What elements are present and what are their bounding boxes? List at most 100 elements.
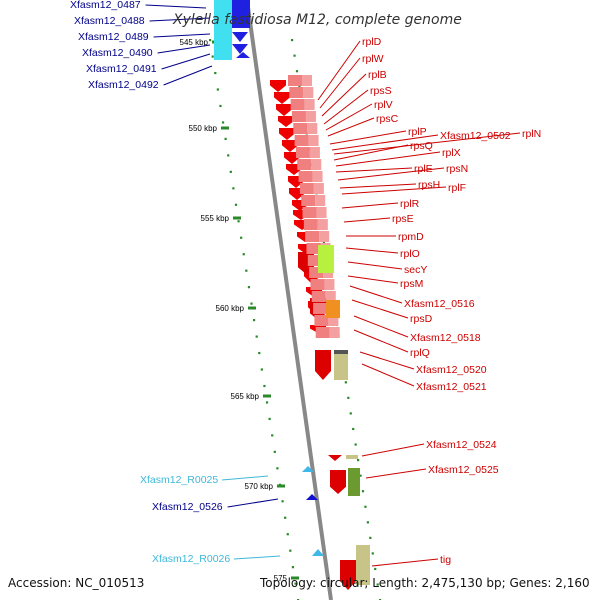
left-leader-line	[145, 4, 207, 9]
right-gene-label: rplV	[374, 99, 393, 111]
right-gene-label: rplP	[408, 126, 427, 138]
right-leader-line	[341, 202, 399, 209]
left-gene-label: Xfasm12_0489	[78, 31, 149, 43]
scale-ticks: 545 kbp 550 kbp 555 kbp 560 kbp 565 kbp 570 k…	[180, 38, 299, 583]
ribosomal-cell	[302, 207, 317, 218]
right-leader-line	[329, 130, 407, 145]
inner-dot	[242, 253, 245, 256]
tick-label: 550 kbp	[189, 124, 218, 133]
inner-dot	[234, 203, 238, 206]
ribosomal-cell	[294, 135, 309, 146]
tick-label: 560 kbp	[216, 304, 245, 313]
tick-label: 570 kbp	[245, 482, 274, 491]
inner-dot	[286, 533, 289, 536]
inner-dot	[224, 137, 227, 141]
right-gene-labels: rplD rplW rplB rpsS rplV rpsC rplP Xfasm12_0502…	[362, 36, 541, 566]
right-gene-label: Xfasm12_0518	[410, 332, 481, 344]
gene-arrow-red	[274, 92, 290, 104]
inner-dot	[281, 500, 284, 503]
inner-dot	[211, 55, 214, 58]
outer-dot	[291, 39, 294, 42]
left-gene-label: Xfasm12_R0025	[140, 474, 218, 486]
inner-dot	[216, 88, 219, 91]
ribosomal-cell	[310, 279, 325, 290]
ribosomal-cell	[290, 99, 305, 110]
outer-dot	[369, 536, 372, 539]
right-leader-line	[337, 167, 445, 181]
ribosomal-cell	[303, 87, 314, 98]
inner-dot	[229, 170, 232, 173]
right-gene-label: Xfasm12_0525	[428, 464, 499, 476]
ribosomal-cell	[328, 315, 339, 326]
left-leader-line	[163, 65, 213, 86]
gene-arrow-blue	[232, 32, 248, 42]
right-gene-label: rpsH	[418, 179, 440, 191]
right-gene-label: Xfasm12_0516	[404, 298, 475, 310]
right-gene-label: rpsE	[392, 213, 414, 225]
right-leader-line	[339, 183, 417, 189]
inner-dot	[232, 187, 235, 190]
ribosomal-cell	[313, 303, 328, 314]
ribosomal-cell	[317, 219, 328, 230]
inner-dot	[294, 582, 297, 585]
gene-arrow-red-small	[328, 455, 342, 461]
right-leader-line	[333, 144, 409, 161]
inner-dot	[258, 351, 261, 355]
ribosomal-cell	[305, 111, 316, 122]
right-leader-line	[343, 217, 391, 223]
right-gene-label: Xfasm12_0502	[440, 130, 511, 142]
right-gene-label: rpmD	[398, 231, 424, 243]
outer-dot	[352, 427, 355, 431]
right-gene-label: Xfasm12_0524	[426, 439, 497, 451]
ribosomal-cell	[309, 147, 320, 158]
outer-dot	[364, 505, 367, 508]
right-leader-line	[361, 443, 425, 457]
outer-dot	[349, 412, 352, 415]
inner-dot	[273, 450, 276, 453]
ribosomal-cell	[305, 231, 320, 242]
inner-dot	[265, 401, 269, 404]
gene-arrow-red	[276, 104, 292, 116]
ribosomal-cell	[298, 171, 313, 182]
tick-mark	[291, 576, 299, 580]
ribosomal-cell	[307, 255, 322, 266]
outer-dot	[322, 241, 325, 244]
right-gene-label: secY	[404, 264, 427, 276]
ribosomal-cell	[307, 123, 318, 134]
outer-dot	[357, 459, 360, 462]
right-gene-label: rpsD	[410, 313, 433, 325]
inner-dot	[276, 467, 279, 470]
right-leader-line	[323, 89, 369, 125]
ribosomal-cell	[306, 243, 321, 254]
right-gene-label: rplQ	[410, 347, 430, 359]
tick-label: 555 kbp	[201, 214, 230, 223]
inner-dot	[247, 286, 251, 289]
right-leader-line	[351, 299, 409, 319]
tick-label: 545 kbp	[180, 38, 209, 47]
right-leader-line	[335, 151, 441, 167]
left-gene-label: Xfasm12_0492	[88, 79, 159, 91]
right-leader-line	[325, 103, 373, 131]
tick-mark	[221, 126, 229, 130]
right-leader-line	[347, 275, 399, 284]
inner-dot	[284, 516, 287, 519]
gene-block-cyan	[214, 0, 232, 60]
secY-block	[318, 245, 334, 273]
outer-dot	[293, 54, 296, 57]
ribosomal-cell	[297, 159, 312, 170]
left-leader-line	[161, 53, 211, 70]
gene-arrow-blue	[306, 494, 318, 500]
right-gene-label: rplD	[362, 36, 382, 48]
outer-dot	[295, 70, 299, 73]
inner-dot	[291, 566, 295, 569]
gene-arrow-red-large	[330, 470, 346, 494]
right-gene-label: rplR	[400, 198, 420, 210]
topology-label: Topology: circular; Length: 2,475,130 bp…	[259, 576, 590, 590]
right-leader-line	[319, 57, 361, 109]
inner-dot	[250, 302, 253, 305]
khaki-block-small	[346, 455, 358, 459]
map-title: Xylella fastidiosa M12, complete genome	[172, 12, 462, 28]
ribosomal-cell	[295, 147, 310, 158]
gene-arrow-red	[282, 140, 298, 152]
ribosomal-cell	[301, 195, 316, 206]
